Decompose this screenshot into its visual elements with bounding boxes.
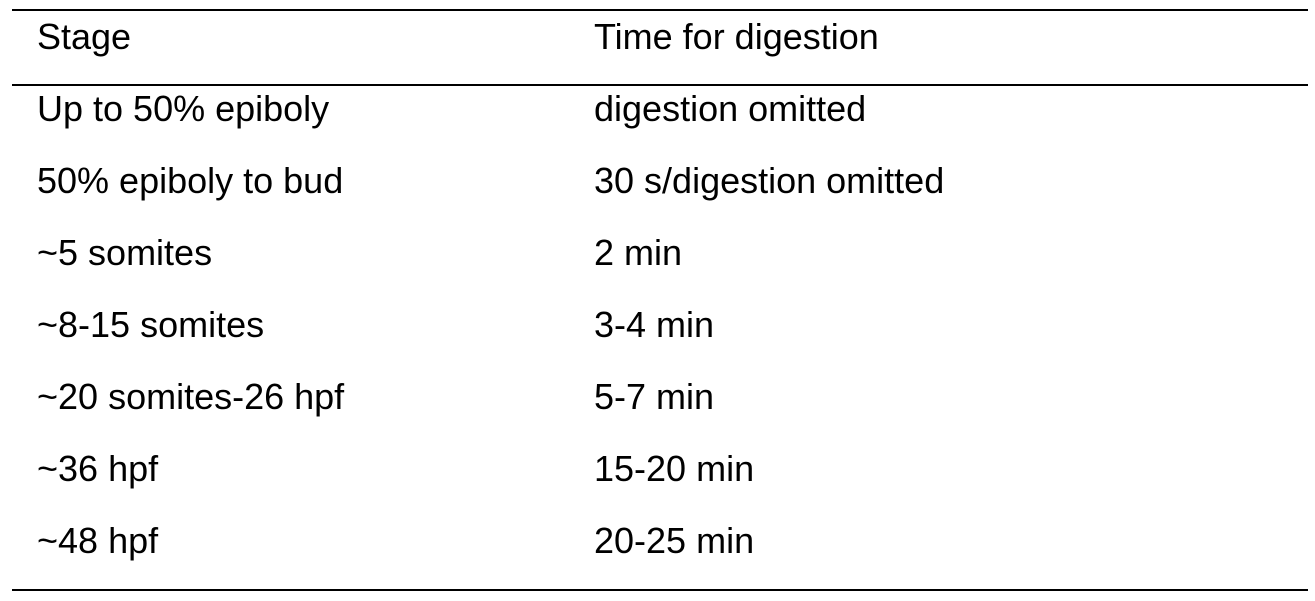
table-cell: ~5 somites [37, 232, 213, 273]
top-rule [12, 9, 1308, 11]
table-cell: ~8-15 somites [37, 304, 265, 345]
bottom-rule [12, 589, 1308, 591]
table-cell: 20-25 min [594, 520, 755, 561]
header-cell: Stage [37, 16, 132, 57]
header-cell: Time for digestion [594, 16, 879, 57]
table-cell: digestion omitted [594, 88, 867, 129]
table-cell: 2 min [594, 232, 683, 273]
table-cell: ~20 somites-26 hpf [37, 376, 345, 417]
table-cell: 5-7 min [594, 376, 715, 417]
header-rule [12, 84, 1308, 86]
table-cell: 3-4 min [594, 304, 715, 345]
table-cell: ~36 hpf [37, 448, 159, 489]
table-cell: 30 s/digestion omitted [594, 160, 945, 201]
table-cell: 50% epiboly to bud [37, 160, 344, 201]
table-cell: Up to 50% epiboly [37, 88, 330, 129]
table-cell: ~48 hpf [37, 520, 159, 561]
table-cell: 15-20 min [594, 448, 755, 489]
